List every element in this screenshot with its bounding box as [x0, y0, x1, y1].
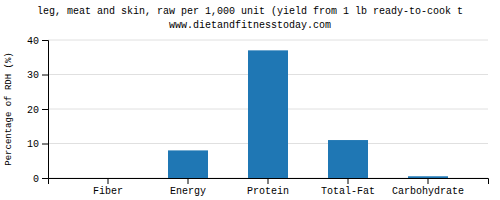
bar: [88, 178, 128, 179]
tick-label: 40: [27, 36, 39, 47]
tick-mark: [428, 178, 429, 184]
x-axis: Fiber Energy Protein Total-Fat Carbohydrate: [49, 178, 489, 197]
chart: leg, meat and skin, raw per 1,000 unit (…: [0, 0, 500, 200]
tick: 40: [27, 36, 48, 47]
tick-label: 10: [27, 139, 39, 150]
y-axis: 0 10 20 30 40: [27, 36, 49, 185]
tick-mark: [42, 109, 48, 110]
y-axis-title: Percentage of RDH (%): [4, 52, 14, 165]
axis-line: [49, 179, 489, 185]
tick: Energy: [170, 178, 206, 197]
grid: [48, 40, 488, 178]
tick-mark: [42, 144, 48, 145]
tick: Total-Fat: [321, 178, 375, 197]
axis-line: [42, 41, 49, 179]
tick: Carbohydrate: [392, 178, 464, 197]
tick-label: Carbohydrate: [392, 186, 464, 197]
bar: [248, 50, 288, 178]
tick: 0: [33, 174, 48, 185]
tick-label: Energy: [170, 186, 206, 197]
plot: 0 10 20 30 40 Fiber Energy Protein Total-Fat Carb…: [27, 36, 489, 197]
tick-mark: [108, 178, 109, 184]
tick-mark: [42, 40, 48, 41]
tick-label: Protein: [247, 186, 289, 197]
tick: 10: [27, 139, 48, 150]
tick: 20: [27, 105, 48, 116]
bar: [168, 150, 208, 178]
tick-label: Fiber: [93, 186, 123, 197]
bar: [328, 140, 368, 178]
tick-label: 0: [33, 174, 39, 185]
subtitle: www.dietandfitnesstoday.com: [169, 20, 331, 31]
tick: Fiber: [93, 178, 123, 197]
tick: Protein: [247, 178, 289, 197]
tick-mark: [42, 75, 48, 76]
bar: [408, 176, 448, 178]
grid-line: [48, 40, 488, 41]
tick-mark: [42, 178, 48, 179]
tick-mark: [188, 178, 189, 184]
tick-label: 20: [27, 105, 39, 116]
tick-label: Total-Fat: [321, 186, 375, 197]
tick-label: 30: [27, 70, 39, 81]
title: leg, meat and skin, raw per 1,000 unit (…: [37, 6, 463, 17]
tick: 30: [27, 70, 48, 81]
tick-mark: [348, 178, 349, 184]
tick-mark: [268, 178, 269, 184]
bars: [168, 50, 448, 178]
